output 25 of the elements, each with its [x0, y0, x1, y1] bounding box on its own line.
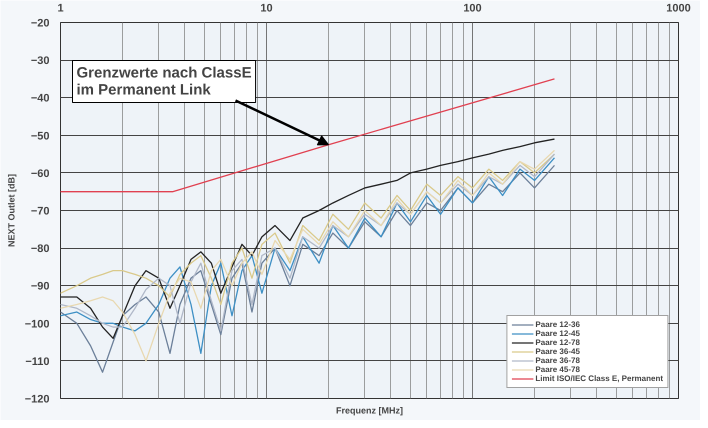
y-tick-label: −70: [30, 206, 50, 218]
y-tick-label: −20: [30, 18, 50, 30]
y-tick-label: −80: [30, 243, 50, 256]
legend-label: Paare 12-36: [535, 320, 580, 329]
x-tick-label: 10: [260, 2, 273, 14]
x-axis-title: Frequenz [MHz]: [336, 406, 404, 416]
legend-label: Paare 12-78: [535, 338, 580, 347]
annotation: Grenzwerte nach ClassE im Permanent Link: [76, 64, 252, 98]
y-tick-label: −120: [24, 394, 50, 406]
y-axis-title: NEXT Outlet [dB]: [6, 174, 17, 247]
y-tick-label: −50: [30, 130, 50, 142]
y-tick-label: −40: [30, 92, 50, 105]
legend-label: Paare 45-78: [535, 365, 580, 374]
y-tick-label: −60: [30, 168, 50, 180]
x-tick-label: 1: [57, 2, 64, 14]
x-tick-label: 100: [463, 2, 482, 14]
y-tick-label: −90: [30, 280, 50, 293]
legend-label: Paare 36-45: [535, 347, 580, 356]
legend-label: Limit ISO/IEC Class E, Permanent: [535, 374, 663, 383]
y-tick-label: −100: [24, 318, 50, 330]
legend-label: Paare 12-45: [535, 329, 580, 338]
y-tick-label: −30: [30, 55, 50, 68]
legend-label: Paare 36-78: [535, 356, 580, 365]
y-tick-label: −110: [25, 356, 50, 368]
x-tick-label: 1000: [666, 2, 691, 14]
